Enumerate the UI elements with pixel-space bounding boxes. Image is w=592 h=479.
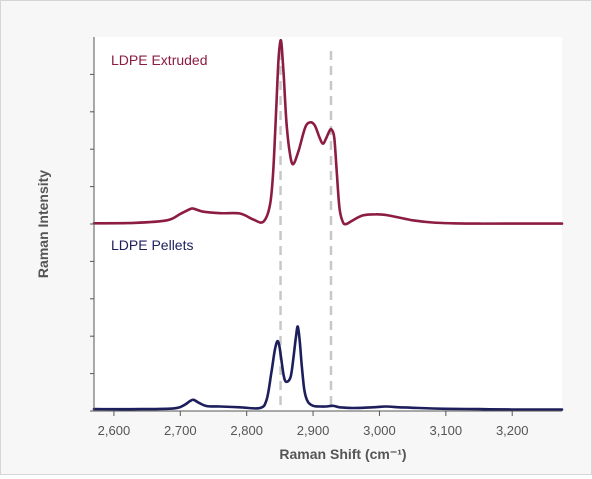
series-line-ldpe-pellets xyxy=(92,325,564,411)
x-tick-label: 2,600 xyxy=(98,423,131,438)
x-tick-label: 3,200 xyxy=(496,423,529,438)
x-axis-label: Raman Shift (cm⁻¹) xyxy=(279,446,406,462)
x-tick-label: 2,900 xyxy=(297,423,330,438)
x-tick-label: 2,800 xyxy=(230,423,263,438)
x-tick-label: 3,000 xyxy=(363,423,396,438)
series-label-ldpe-extruded: LDPE Extruded xyxy=(111,52,208,68)
y-axis-label: Raman Intensity xyxy=(35,170,51,278)
x-tick-label: 2,700 xyxy=(164,423,197,438)
series-label-ldpe-pellets: LDPE Pellets xyxy=(111,237,193,253)
series-line-ldpe-extruded xyxy=(92,38,564,226)
x-tick-label: 3,100 xyxy=(430,423,463,438)
